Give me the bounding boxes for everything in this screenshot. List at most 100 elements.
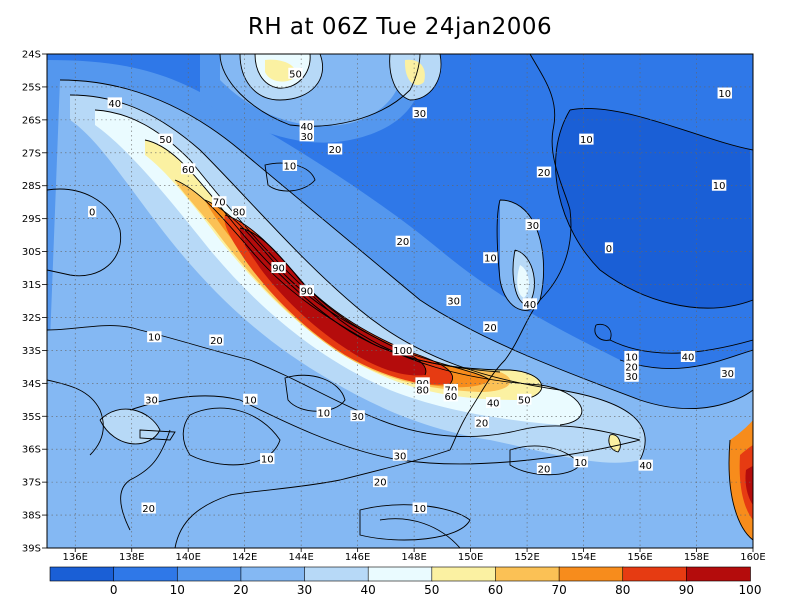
contour-label: 50 — [159, 135, 172, 146]
contour-label-bg — [88, 206, 97, 218]
lat-tick-label: 25S — [22, 82, 41, 93]
rh-region-50-60 — [404, 59, 425, 86]
colorbar-swatch — [49, 566, 115, 582]
contour-label: 20 — [538, 168, 551, 179]
contour-label-bg — [373, 476, 388, 488]
coastline-eyre — [47, 379, 104, 456]
contour-label: 10 — [484, 254, 497, 265]
colorbar-label: 30 — [297, 583, 312, 597]
contour-line — [129, 395, 641, 465]
contour-line — [284, 374, 346, 412]
contour-label-bg — [573, 456, 588, 468]
contour-line — [389, 54, 442, 101]
contour-label-bg — [141, 502, 156, 514]
contour-label: 60 — [182, 165, 195, 176]
colorbar-label: 0 — [110, 583, 118, 597]
contour-label: 30 — [351, 412, 364, 423]
contour-label-bg — [395, 235, 411, 247]
contour-label-bg — [144, 393, 159, 405]
contour-labels: 5030403020405060107080020901090302010090… — [88, 67, 735, 515]
contour-label-bg — [415, 383, 430, 395]
contour-label-bg — [260, 453, 275, 465]
lat-lon-grid — [47, 54, 753, 548]
lon-tick-label: 148E — [401, 552, 426, 563]
lon-tick-label: 158E — [684, 552, 709, 563]
contour-line — [599, 269, 753, 309]
contour-label-bg — [231, 206, 247, 218]
contour-label-bg — [638, 459, 653, 471]
contour-label-bg — [271, 262, 286, 274]
lat-tick-label: 29S — [22, 214, 41, 225]
lat-tick-label: 31S — [22, 280, 41, 291]
contour-label-bg — [412, 107, 427, 119]
lat-tick-label: 36S — [22, 445, 41, 456]
contour-label: 20 — [374, 478, 387, 489]
rh-region-40-50 — [517, 265, 529, 298]
colorbar-swatch — [686, 566, 751, 582]
lat-tick-label: 34S — [22, 379, 41, 390]
contour-label: 50 — [518, 395, 531, 406]
contour-label: 10 — [261, 455, 274, 466]
contour-label-bg — [412, 502, 427, 514]
lon-tick-label: 160E — [740, 552, 765, 563]
coastline-victoria — [174, 449, 451, 548]
contour-label-bg — [522, 298, 538, 310]
contour-label-bg — [288, 67, 303, 79]
contour-line — [47, 188, 122, 277]
contour-label-bg — [299, 120, 315, 132]
contour-line — [728, 439, 753, 541]
contour-label: 40 — [639, 461, 652, 472]
contour-label: 20 — [476, 418, 489, 429]
contour-line — [69, 94, 646, 461]
rh-region-30-40 — [100, 409, 160, 444]
contour-label-bg — [485, 397, 501, 409]
contour-label: 10 — [713, 181, 726, 192]
coastline-spencer-gulf — [120, 429, 171, 531]
lat-tick-label: 27S — [22, 148, 41, 159]
colorbar-swatch — [176, 566, 242, 582]
contour-label: 20 — [484, 323, 497, 334]
contour-line — [59, 79, 753, 409]
contour-line — [359, 504, 471, 541]
contour-label: 70 — [213, 198, 226, 209]
contour-label: 20 — [396, 237, 409, 248]
colorbar-swatch — [304, 566, 369, 582]
contour-label: 50 — [289, 69, 302, 80]
contour-label: 10 — [574, 458, 587, 469]
contour-label: 80 — [233, 208, 246, 219]
lon-tick-label: 142E — [232, 552, 257, 563]
colorbar-swatch — [558, 566, 624, 582]
contour-line — [239, 54, 324, 101]
coastlines — [47, 54, 572, 548]
contour-label-bg — [147, 331, 162, 343]
contour-label: 80 — [416, 385, 429, 396]
contour-label-bg — [446, 295, 461, 306]
colorbar: 0 10 20 30 40 50 60 70 80 90 100 — [49, 566, 762, 597]
lon-tick-label: 152E — [514, 552, 539, 563]
contour-label: 100 — [393, 346, 412, 357]
colorbar-label: 40 — [361, 583, 376, 597]
colorbar-swatch — [431, 566, 497, 582]
contour-label: 20 — [538, 464, 551, 475]
contour-label: 20 — [625, 362, 638, 373]
contour-line — [182, 407, 281, 466]
contour-label: 10 — [283, 161, 296, 172]
contour-label-bg — [717, 87, 732, 99]
contour-line — [94, 109, 583, 426]
lat-tick-label: 26S — [22, 115, 41, 126]
contour-label-bg — [415, 377, 430, 389]
contour-label: 40 — [487, 399, 500, 410]
contour-label: 90 — [300, 287, 313, 298]
contour-label-bg — [624, 370, 639, 382]
coastline-australia-east — [449, 54, 572, 451]
contour-label: 40 — [108, 99, 121, 110]
lat-tick-label: 39S — [22, 544, 41, 555]
contour-label: 30 — [721, 369, 734, 380]
contour-lines — [47, 54, 753, 541]
colorbar-label: 90 — [679, 583, 694, 597]
colorbar-label: 100 — [739, 583, 762, 597]
contour-label: 40 — [682, 352, 695, 363]
contour-label-bg — [624, 350, 639, 362]
contour-label: 10 — [317, 408, 330, 419]
